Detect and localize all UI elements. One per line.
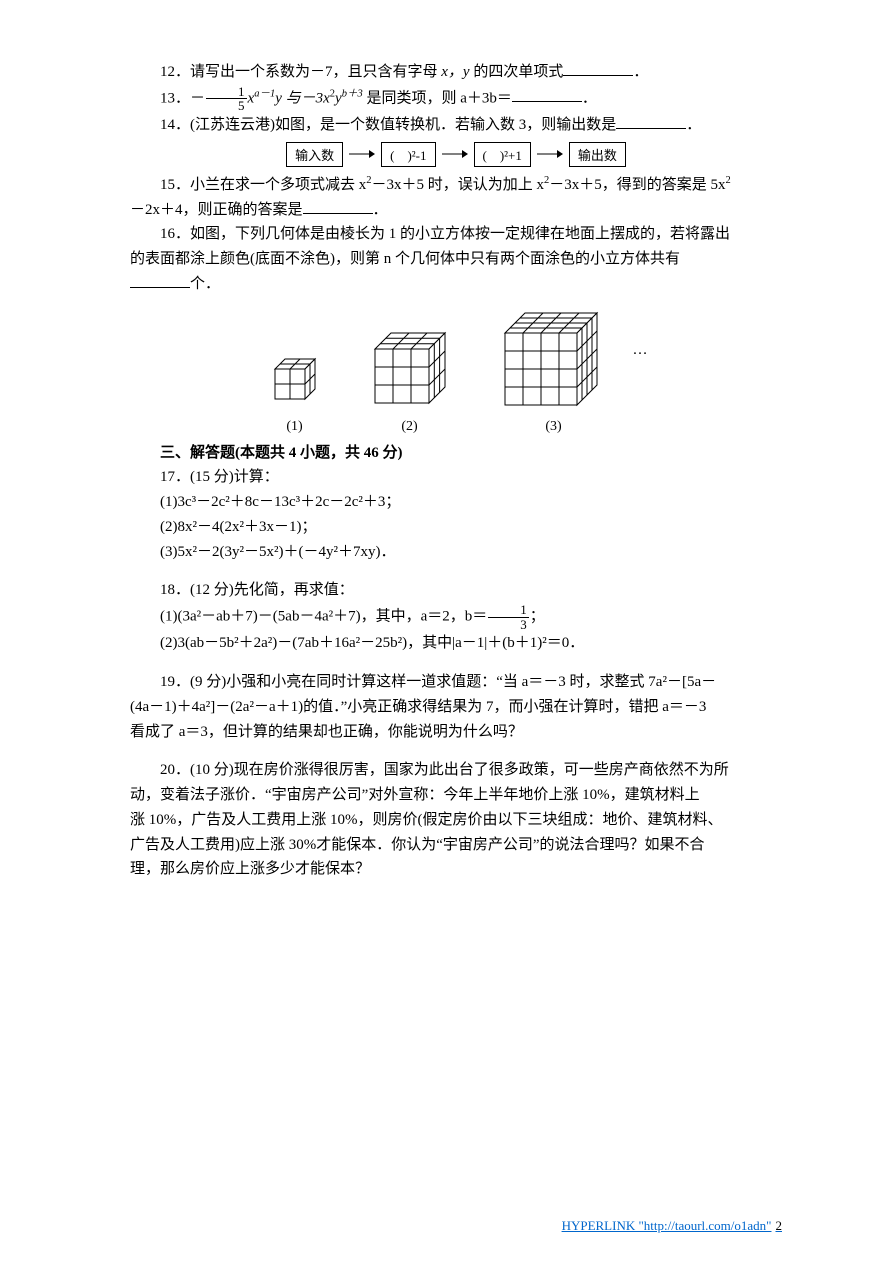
- footer-link[interactable]: HYPERLINK "http://taourl.com/o1adn": [562, 1218, 772, 1233]
- arrow-icon: [349, 148, 375, 160]
- q16-l1: 16．如图，下列几何体是由棱长为 1 的小立方体按一定规律在地面上摆成的，若将露…: [130, 222, 782, 247]
- page-number: 2: [776, 1218, 783, 1233]
- section-3-title: 三、解答题(本题共 4 小题，共 46 分): [130, 441, 782, 466]
- footer: HYPERLINK "http://taourl.com/o1adn" 2: [562, 1218, 782, 1234]
- cube-icon: [495, 307, 613, 413]
- q20-l5: 理，那么房价应上涨多少才能保本？: [130, 857, 782, 882]
- q20-l3: 涨 10%，广告及人工费用上涨 10%，则房价(假定房价由以下三块组成：地价、建…: [130, 808, 782, 833]
- flow-box-output: 输出数: [569, 142, 626, 167]
- q15-end: ．: [373, 202, 388, 218]
- q16-blank: [130, 272, 190, 288]
- q13-mid-c: y: [335, 90, 342, 106]
- q18-frac-den: 3: [488, 618, 529, 632]
- q12-end: ．: [633, 64, 648, 80]
- q15-l1: 15．小兰在求一个多项式减去 x2－3x＋5 时，误认为加上 x2－3x＋5，得…: [130, 173, 782, 198]
- q12-text-b: 的四次单项式: [470, 64, 564, 80]
- q14-end: ．: [686, 117, 701, 133]
- q13-exp-c: b＋3: [342, 88, 363, 99]
- arrow-icon: [442, 148, 468, 160]
- q15-l2a: －2x＋4，则正确的答案是: [130, 202, 303, 218]
- q13-frac-num: 1: [206, 85, 247, 100]
- cube-icon: [265, 351, 325, 413]
- q15-blank: [303, 198, 373, 214]
- q15-l1a: 15．小兰在求一个多项式减去 x: [160, 177, 366, 193]
- q13-end: ．: [582, 90, 597, 106]
- q16-l2: 的表面都涂上颜色(底面不涂色)，则第 n 个几何体中只有两个面涂色的小立方体共有: [130, 247, 782, 272]
- q16-l3-text: 个．: [190, 276, 220, 292]
- q17-p3: (3)5x²－2(3y²－5x²)＋(－4y²＋7xy)．: [130, 540, 782, 565]
- q14-flow: 输入数 ( )²-1 ( )²+1 输出数: [130, 142, 782, 167]
- q12: 12．请写出一个系数为－7，且只含有字母 x，y 的四次单项式 ．: [130, 60, 782, 85]
- q13-tail: 是同类项，则 a＋3b＝: [363, 90, 512, 106]
- q19-l2: (4a－1)＋4a²]－(2a²－a＋1)的值．”小亮正确求得结果为 7，而小强…: [130, 695, 782, 720]
- q14: 14．(江苏连云港)如图，是一个数值转换机．若输入数 3，则输出数是 ．: [130, 113, 782, 138]
- page: 12．请写出一个系数为－7，且只含有字母 x，y 的四次单项式． 13．－15x…: [0, 0, 892, 1262]
- q18-p1: (1)(3a²－ab＋7)－(5ab－4a²＋7)，其中，a＝2，b＝13；: [130, 603, 782, 631]
- q19-l1: 19．(9 分)小强和小亮在同时计算这样一道求值题：“当 a＝－3 时，求整式 …: [130, 670, 782, 695]
- q18-p1a: (1)(3a²－ab＋7)－(5ab－4a²＋7)，其中，a＝2，b＝: [160, 609, 487, 625]
- q15-l1b: －3x＋5 时，误认为加上 x: [372, 177, 545, 193]
- cube-1-label: (1): [286, 419, 302, 435]
- q13-blank: [512, 86, 582, 102]
- q12-text-a: 12．请写出一个系数为－7，且只含有字母: [160, 64, 441, 80]
- q19-l3: 看成了 a＝3，但计算的结果却也正确，你能说明为什么吗？: [130, 720, 782, 745]
- q13-mid-b: y 与－3x: [275, 90, 330, 106]
- q16-l3: 个．: [130, 272, 782, 297]
- q18-head: 18．(12 分)先化简，再求值：: [130, 578, 782, 603]
- flow-box-input: 输入数: [286, 142, 343, 167]
- q17-p1: (1)3c³－2c²＋8c－13c³＋2c－2c²＋3；: [130, 490, 782, 515]
- q14-text: 14．(江苏连云港)如图，是一个数值转换机．若输入数 3，则输出数是: [160, 117, 616, 133]
- arrow-icon: [537, 148, 563, 160]
- flow-box-step1: ( )²-1: [381, 142, 435, 167]
- cube-icon: [365, 327, 455, 413]
- q17-p2: (2)8x²－4(2x²＋3x－1)；: [130, 515, 782, 540]
- cube-2: (2): [365, 327, 455, 435]
- q18-p2: (2)3(ab－5b²＋2a²)－(7ab＋16a²－25b²)，其中|a－1|…: [130, 631, 782, 656]
- q13-exp-a: a－1: [254, 88, 275, 99]
- q13-frac: 15: [206, 85, 247, 113]
- q12-blank: [563, 60, 633, 76]
- cube-2-label: (2): [401, 419, 417, 435]
- q13-prefix: 13．: [160, 90, 190, 106]
- cube-3: (3): [495, 307, 613, 435]
- q12-vars: x，y: [441, 64, 469, 80]
- q18-frac-num: 1: [488, 603, 529, 618]
- q16-figure: (1) (2): [130, 307, 782, 435]
- q15-l2: －2x＋4，则正确的答案是 ．: [130, 198, 782, 223]
- q17-head: 17．(15 分)计算：: [130, 465, 782, 490]
- q15-l1c: －3x＋5，得到的答案是 5x: [549, 177, 725, 193]
- q13: 13．－15xa－1y 与－3x2yb＋3 是同类项，则 a＋3b＝．: [130, 85, 782, 113]
- q18-frac: 13: [488, 603, 529, 631]
- q14-blank: [616, 113, 686, 129]
- q20-l4: 广告及人工费用)应上涨 30%才能保本．你认为“宇宙房产公司”的说法合理吗？如果…: [130, 833, 782, 858]
- q20-l2: 动，变着法子涨价．“宇宙房产公司”对外宣称：今年上半年地价上涨 10%，建筑材料…: [130, 783, 782, 808]
- flow-box-step2: ( )²+1: [474, 142, 531, 167]
- cube-1: (1): [265, 351, 325, 435]
- cube-3-label: (3): [545, 419, 561, 435]
- q18-p1b: ；: [530, 609, 545, 625]
- q20-l1: 20．(10 分)现在房价涨得很厉害，国家为此出台了很多政策，可一些房产商依然不…: [130, 758, 782, 783]
- ellipsis: …: [633, 342, 648, 359]
- q13-frac-den: 5: [206, 99, 247, 113]
